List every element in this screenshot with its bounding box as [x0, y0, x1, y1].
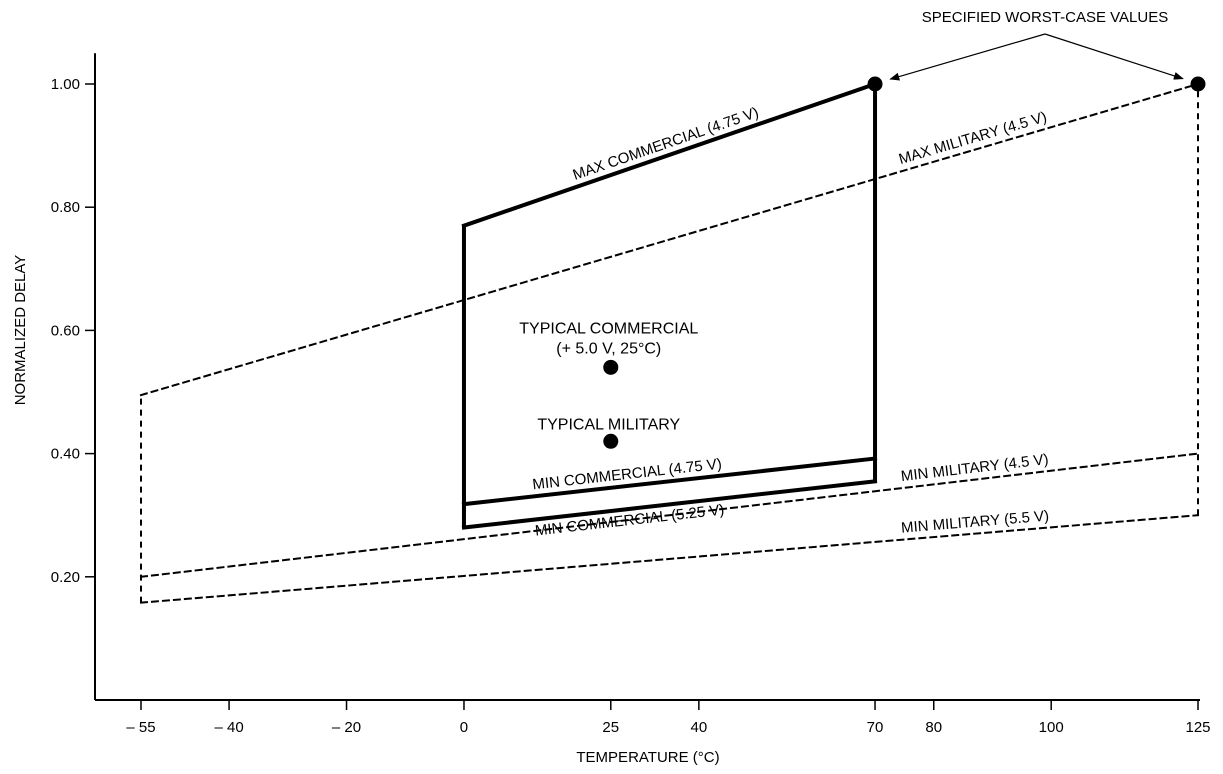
y-axis-title: NORMALIZED DELAY — [12, 255, 29, 406]
series-line — [139, 452, 1200, 578]
point-label: TYPICAL MILITARY — [537, 416, 680, 433]
y-tick-label: 0.20 — [51, 569, 80, 586]
series-label: MAX MILITARY (4.5 V) — [897, 108, 1049, 168]
axes: – 55 – 40 – 20 0 25 40 70 80 100 125 0.20 0.40 0.60 0… — [51, 53, 1211, 736]
x-tick-label: 100 — [1039, 719, 1064, 736]
series-line — [461, 479, 878, 530]
series-label: MIN MILITARY (5.5 V) — [900, 508, 1049, 537]
x-tick-label: – 55 — [126, 719, 155, 736]
series-line — [461, 81, 878, 229]
x-tick-label: 40 — [691, 719, 708, 736]
series-line — [139, 82, 1200, 397]
x-tick-label: – 40 — [214, 719, 243, 736]
point-label: TYPICAL COMMERCIAL — [519, 320, 698, 337]
x-tick-label: 0 — [460, 719, 468, 736]
data-point — [1190, 76, 1206, 92]
plot-area: MAX COMMERCIAL (4.75 V)MIN COMMERCIAL (4… — [139, 33, 1206, 604]
x-axis-title: TEMPERATURE (°C) — [576, 749, 719, 766]
annotation-label: SPECIFIED WORST-CASE VALUES — [922, 9, 1168, 26]
y-tick-label: 0.40 — [51, 446, 80, 463]
annotation-arrow — [1044, 33, 1184, 80]
x-tick-label: 125 — [1185, 719, 1210, 736]
point-label: (+ 5.0 V, 25°C) — [556, 340, 661, 357]
y-tick-label: 1.00 — [51, 76, 80, 93]
series-line — [139, 514, 1200, 604]
x-tick-label: 25 — [602, 719, 619, 736]
data-point — [603, 359, 619, 375]
y-tick-label: 0.60 — [51, 322, 80, 339]
x-tick-label: 70 — [867, 719, 884, 736]
y-tick-label: 0.80 — [51, 199, 80, 216]
x-tick-label: 80 — [925, 719, 942, 736]
x-tick-label: – 20 — [332, 719, 361, 736]
data-point — [867, 76, 883, 92]
series-label: MAX COMMERCIAL (4.75 V) — [571, 104, 761, 184]
data-point — [603, 433, 619, 449]
annotation-arrow — [889, 33, 1046, 81]
series-line — [461, 456, 878, 507]
